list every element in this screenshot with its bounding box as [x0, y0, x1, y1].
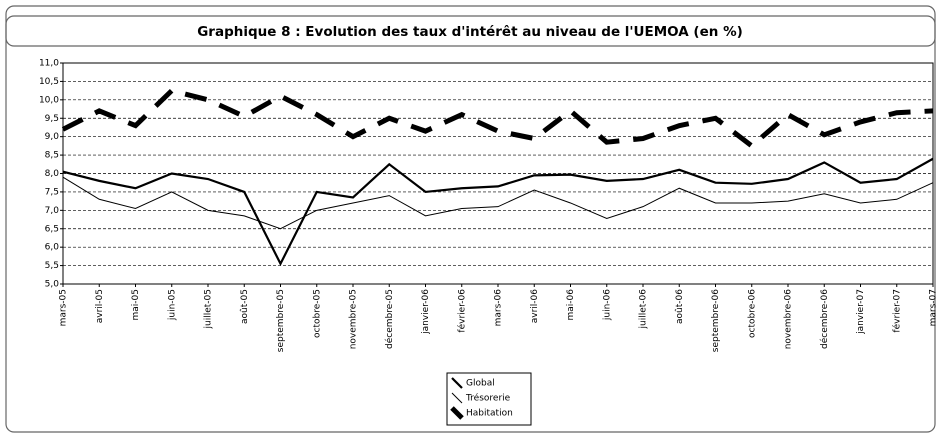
y-tick-label: 10,0 — [39, 95, 59, 105]
x-tick-label: janvier-06 — [421, 289, 431, 335]
x-tick-label: juin-05 — [167, 289, 177, 321]
x-tick-label: novembre-06 — [784, 289, 794, 350]
y-tick-label: 11,0 — [39, 59, 59, 69]
x-tick-label: décembre-06 — [819, 289, 830, 349]
y-tick-label: 7,0 — [45, 206, 60, 216]
x-tick-label: février-07 — [891, 289, 902, 333]
x-tick-label: mars-07 — [929, 289, 939, 326]
y-tick-label: 5,5 — [45, 261, 59, 271]
y-tick-label: 5,0 — [45, 280, 60, 290]
x-tick-label: mai-05 — [131, 289, 141, 320]
x-tick-label: janvier-07 — [856, 289, 866, 335]
frame — [5, 5, 936, 433]
series-line — [62, 157, 934, 267]
legend-swatch — [451, 392, 463, 404]
y-tick-label: 6,0 — [45, 243, 60, 253]
x-tick-label: août-05 — [240, 289, 250, 324]
x-tick-label: février-06 — [456, 289, 467, 333]
y-tick-label: 9,0 — [45, 132, 60, 142]
legend-swatch — [451, 377, 463, 389]
chart-title: Graphique 8 : Evolution des taux d'intér… — [197, 24, 743, 40]
x-tick-label: juillet-05 — [204, 289, 214, 329]
x-tick-label: avril-06 — [530, 289, 540, 324]
x-tick-label: avril-05 — [95, 289, 105, 323]
x-tick-label: août-06 — [675, 289, 685, 324]
x-tick-label: juillet-06 — [639, 289, 649, 330]
y-tick-label: 6,5 — [45, 224, 59, 234]
x-tick-label: juin-06 — [602, 289, 612, 321]
y-tick-label: 10,5 — [39, 77, 59, 87]
x-tick-label: septembre-05 — [276, 289, 286, 352]
x-tick-label: mars-06 — [494, 289, 504, 327]
x-tick-label: mars-05 — [59, 289, 69, 326]
x-tick-label: mai-06 — [566, 289, 576, 321]
legend-label: Trésorerie — [465, 393, 511, 404]
x-tick-label: septembre-06 — [711, 289, 721, 352]
title-box — [5, 15, 936, 47]
y-tick-label: 9,5 — [45, 114, 59, 124]
x-tick-label: décembre-05 — [384, 289, 395, 349]
legend-swatch — [450, 406, 464, 420]
y-tick-label: 8,0 — [45, 169, 60, 179]
legend-label: Habitation — [466, 409, 513, 419]
x-tick-label: novembre-05 — [349, 289, 359, 349]
y-tick-label: 7,5 — [45, 187, 59, 197]
x-tick-label: octobre-06 — [747, 289, 757, 338]
legend-label: Global — [466, 379, 495, 389]
series-line — [62, 176, 934, 230]
y-tick-label: 8,5 — [45, 151, 59, 161]
x-tick-label: octobre-05 — [312, 289, 322, 338]
